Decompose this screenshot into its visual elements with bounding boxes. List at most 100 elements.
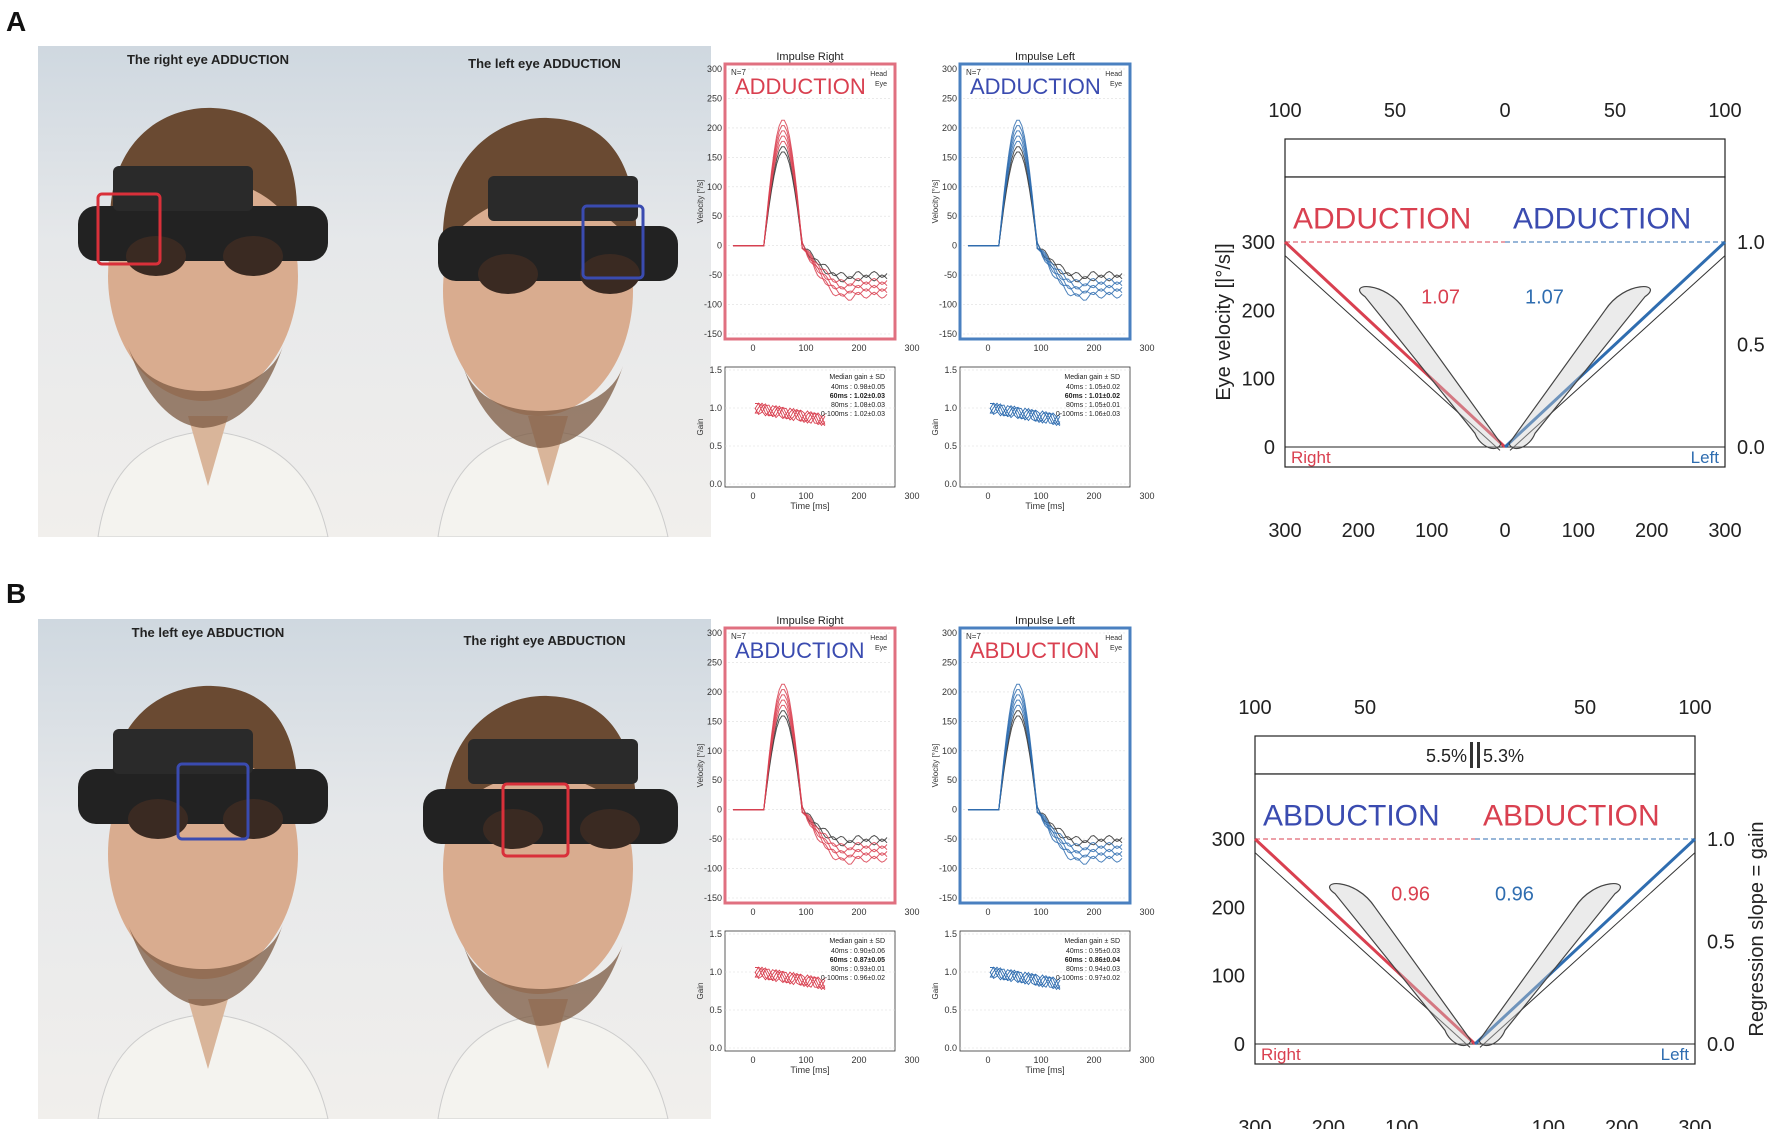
envelope-line-left xyxy=(1254,852,1471,1048)
y-tick-label: 50 xyxy=(712,775,722,785)
direction-tag: ADDUCTION xyxy=(970,74,1101,99)
envelope-line-right xyxy=(1479,852,1696,1048)
panel-letter-a: A xyxy=(6,6,27,37)
gain-box-row: 80ms : 0.93±0.01 xyxy=(831,966,885,973)
gain-trace xyxy=(989,966,1061,991)
regression-line-left xyxy=(1283,240,1507,449)
right-tick-label: 1.0 xyxy=(1707,829,1735,851)
gain-axis-label: Gain xyxy=(931,419,940,436)
y-tick-label: -150 xyxy=(939,329,957,339)
legend-head: Head xyxy=(1105,71,1122,78)
bottom-tick-label: 300 xyxy=(1238,1117,1271,1129)
gain-frame xyxy=(959,930,1131,1052)
legend-head: Head xyxy=(870,635,887,642)
gain-tick-label: 0.5 xyxy=(944,441,957,451)
top-tick-label: 100 xyxy=(1708,100,1741,122)
gain-box-title: Median gain ± SD xyxy=(1064,938,1120,945)
y-tick-label: -150 xyxy=(939,893,957,903)
gain-box-title: Median gain ± SD xyxy=(829,938,885,945)
impulse-plot: Impulse Left 300 250 200 150 100 50 0 -50 -100 -15… xyxy=(931,51,1155,511)
x-tick-label: 300 xyxy=(904,491,919,501)
x-axis-label: Time [ms] xyxy=(1025,501,1064,511)
gain-box-row: 40ms : 0.95±0.03 xyxy=(1066,948,1120,955)
y-tick-label: 250 xyxy=(942,93,957,103)
x-tick-label: 0 xyxy=(985,343,990,353)
velocity-trace xyxy=(733,119,888,301)
x-tick-label: 0 xyxy=(750,907,755,917)
gain-box-row: 80ms : 1.08±0.03 xyxy=(831,402,885,409)
right-tick-label: 0.0 xyxy=(1707,1034,1735,1056)
percent-right: 5.3% xyxy=(1483,746,1524,766)
left-tick-label: 100 xyxy=(1212,966,1245,988)
impulse-plot: Impulse Right 300 250 200 150 100 50 0 -50 -100 -1… xyxy=(696,615,920,1075)
impulse-frame xyxy=(958,62,1132,341)
x-tick-label: 300 xyxy=(904,343,919,353)
y-tick-label: 100 xyxy=(942,182,957,192)
n-label: N=7 xyxy=(966,632,981,641)
impulse-plot: Impulse Right 300 250 200 150 100 50 0 -50 -100 -1… xyxy=(696,51,920,511)
y-axis-label: Velocity [°/s] xyxy=(696,180,705,224)
gain-box-row: 40ms : 0.90±0.06 xyxy=(831,948,885,955)
right-tick-label: 0.5 xyxy=(1707,932,1735,954)
regression-plot: 100 50 0 50 100 300 200 100 0 100 200 300 300 200 100 0… xyxy=(1213,100,1765,542)
velocity-trace xyxy=(968,119,1123,301)
gain-tick-label: 1.5 xyxy=(709,929,722,939)
x-tick-label: 100 xyxy=(1033,491,1048,501)
n-label: N=7 xyxy=(731,632,746,641)
y-tick-label: 250 xyxy=(707,657,722,667)
person-illustration xyxy=(437,117,678,537)
y-axis-label: Velocity [°/s] xyxy=(696,744,705,788)
percent-left: 5.5% xyxy=(1426,746,1467,766)
gain-tick-label: 1.0 xyxy=(944,967,957,977)
gain-trace xyxy=(989,402,1061,427)
legend-eye: Eye xyxy=(875,645,887,652)
x-tick-label: 100 xyxy=(798,491,813,501)
top-tick-label: 0 xyxy=(1499,100,1510,122)
gain-tick-label: 1.5 xyxy=(944,365,957,375)
direction-tag: ABDUCTION xyxy=(970,638,1100,663)
top-tick-label: 100 xyxy=(1238,697,1271,719)
gain-box-row: 0-100ms : 1.06±0.03 xyxy=(1056,411,1120,418)
x-axis-label: Time [ms] xyxy=(790,1065,829,1075)
corner-label-left: Right xyxy=(1291,448,1331,467)
person-illustration xyxy=(78,107,329,537)
density-contour-left xyxy=(1328,883,1472,1047)
y-tick-label: -50 xyxy=(709,834,722,844)
top-strip xyxy=(1284,138,1726,178)
y-tick-label: 200 xyxy=(942,687,957,697)
top-tick-label: 50 xyxy=(1604,100,1626,122)
corner-label-left: Right xyxy=(1261,1045,1301,1064)
gain-box-row: 60ms : 1.01±0.02 xyxy=(1065,393,1120,400)
x-tick-label: 200 xyxy=(1086,491,1101,501)
gain-tick-label: 1.0 xyxy=(709,967,722,977)
x-tick-label: 200 xyxy=(1086,343,1101,353)
y-tick-label: 150 xyxy=(707,716,722,726)
gain-box-title: Median gain ± SD xyxy=(829,374,885,381)
x-tick-label: 200 xyxy=(1086,907,1101,917)
left-tick-label: 0 xyxy=(1234,1034,1245,1056)
y-tick-label: 50 xyxy=(947,775,957,785)
regression-line-right xyxy=(1473,837,1697,1046)
left-direction-tag: ABDUCTION xyxy=(1263,799,1440,832)
top-tick-label: 50 xyxy=(1574,697,1596,719)
bottom-tick-label: 100 xyxy=(1385,1117,1418,1129)
gain-box-row: 80ms : 1.05±0.01 xyxy=(1066,402,1120,409)
gain-box-row: 40ms : 0.98±0.05 xyxy=(831,384,885,391)
left-tick-label: 200 xyxy=(1242,300,1275,322)
y-tick-label: -100 xyxy=(704,300,722,310)
bottom-tick-label: 200 xyxy=(1342,520,1375,542)
gain-tick-label: 0.0 xyxy=(944,1043,957,1053)
bottom-tick-label: 100 xyxy=(1562,520,1595,542)
x-tick-label: 100 xyxy=(1033,907,1048,917)
impulse-title: Impulse Left xyxy=(1015,615,1075,627)
legend-head: Head xyxy=(1105,635,1122,642)
y-axis-label: Eye velocity [|°/s|] xyxy=(1213,243,1235,400)
y-tick-label: 300 xyxy=(707,64,722,74)
y-tick-label: 200 xyxy=(707,123,722,133)
impulse-title: Impulse Left xyxy=(1015,51,1075,63)
direction-tag: ADDUCTION xyxy=(735,74,866,99)
n-label: N=7 xyxy=(966,68,981,77)
y-axis-label: Velocity [°/s] xyxy=(931,180,940,224)
gain-tick-label: 0.0 xyxy=(709,479,722,489)
